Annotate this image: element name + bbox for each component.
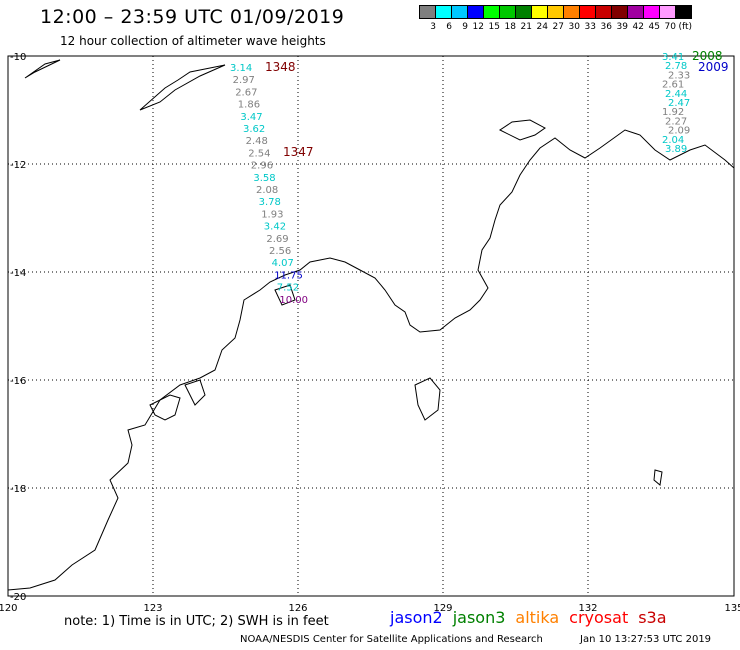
color-scale-label: 27 (552, 22, 564, 32)
wave-height-reading: 2.47 (668, 98, 690, 109)
wave-height-reading: 2.48 (246, 136, 268, 147)
track-id-label: 2009 (698, 60, 729, 74)
track-id-label: 1348 (265, 60, 296, 74)
color-scale-label: 45 (648, 22, 660, 32)
wave-height-reading: 1.93 (261, 209, 283, 220)
latitude-label: -20 (10, 592, 26, 603)
wave-height-reading: 3.62 (243, 124, 265, 135)
color-scale-label: 36 (600, 22, 612, 32)
map-frame (7, 55, 735, 597)
satellite-legend: jason2 jason3 altika cryosat s3a (390, 608, 667, 627)
latitude-label: -18 (10, 484, 26, 495)
wave-height-reading: 4.07 (272, 258, 294, 269)
satellite-name: jason2 (390, 608, 443, 627)
wave-height-reading: 7.52 (277, 283, 299, 294)
satellite-name: s3a (638, 608, 667, 627)
wave-height-reading: 2.67 (235, 87, 257, 98)
color-scale-label: 21 (520, 22, 532, 32)
wave-height-reading: 3.47 (240, 112, 262, 123)
wave-height-reading: 3.89 (665, 144, 687, 155)
wave-height-reading: 3.78 (259, 197, 281, 208)
latitude-label: -16 (10, 376, 26, 387)
longitude-label: 123 (143, 603, 162, 614)
wave-height-reading: 2.69 (266, 234, 288, 245)
wave-height-reading: 3.41 (662, 52, 684, 63)
longitude-label: 132 (578, 603, 597, 614)
map-subtitle: 12 hour collection of altimeter wave hei… (60, 34, 326, 48)
color-scale-label: 39 (616, 22, 628, 32)
color-scale-label: 9 (462, 22, 468, 32)
color-scale-labels: 3 6 9 12 15 18 21 24 27 30 33 36 39 42 45 70 (ft) (420, 22, 692, 32)
color-scale-label: 70 (664, 22, 676, 32)
color-scale-label: 30 (568, 22, 580, 32)
coastline (7, 59, 735, 591)
wave-height-reading: 1.86 (238, 100, 260, 111)
wave-height-reading: 10.00 (279, 295, 308, 306)
satellite-name: altika (515, 608, 560, 627)
wave-height-reading: 2.04 (662, 135, 684, 146)
wave-height-reading: 2.78 (665, 61, 687, 72)
latitude-label: -10 (10, 52, 26, 63)
wave-height-reading: 1.92 (662, 107, 684, 118)
wave-height-reading: 2.08 (256, 185, 278, 196)
wave-height-reading: 2.27 (665, 116, 687, 127)
color-scale-label: 15 (488, 22, 500, 32)
wave-height-reading: 2.97 (233, 75, 255, 86)
longitude-label: 129 (433, 603, 452, 614)
satellite-name: jason3 (452, 608, 506, 627)
track-id-label: 1347 (283, 145, 314, 159)
latitude-label: -14 (10, 268, 26, 279)
satellite-name: cryosat (569, 608, 629, 627)
wave-height-reading: 2.54 (248, 148, 270, 159)
units-note: note: 1) Time is in UTC; 2) SWH is in fe… (64, 614, 329, 629)
longitude-label: 135 (724, 603, 740, 614)
wave-height-reading: 3.14 (230, 63, 252, 74)
track-id-label: 2008 (692, 49, 723, 63)
wave-height-reading: 11.75 (274, 270, 303, 281)
credit-text: NOAA/NESDIS Center for Satellite Applica… (240, 634, 543, 645)
color-scale-label: 12 (472, 22, 484, 32)
wave-height-reading: 2.56 (269, 246, 291, 257)
latitude-label: -12 (10, 160, 26, 171)
map-title: 12:00 – 23:59 UTC 01/09/2019 (40, 6, 345, 28)
color-scale-label: 6 (446, 22, 452, 32)
color-scale-label: (ft) (678, 22, 692, 32)
graticule (8, 56, 734, 596)
wave-height-reading: 2.09 (668, 126, 690, 137)
color-scale-label: 18 (504, 22, 516, 32)
wave-height-reading: 2.61 (662, 80, 684, 91)
generation-timestamp: Jan 10 13:27:53 UTC 2019 (580, 634, 712, 645)
longitude-label: 126 (288, 603, 307, 614)
color-scale-label: 33 (584, 22, 596, 32)
wave-height-reading: 2.44 (665, 89, 687, 100)
color-scale-label: 24 (536, 22, 548, 32)
color-scale-label: 3 (430, 22, 436, 32)
altimeter-readings: 3.142.972.67 1.863.473.622.482.54 2.963.58… (230, 49, 729, 306)
color-swatch (675, 5, 692, 19)
wave-height-reading: 3.42 (264, 222, 286, 233)
axis-labels: 120 123 126 129 132 135 -10 -12 -14 -16 -18 -20 (0, 52, 740, 614)
color-scale-label: 42 (632, 22, 644, 32)
wave-height-reading: 2.96 (251, 161, 273, 172)
longitude-label: 120 (0, 603, 18, 614)
color-scale-bar (419, 5, 692, 19)
wave-height-reading: 2.33 (668, 70, 690, 81)
wave-height-reading: 3.58 (253, 173, 275, 184)
